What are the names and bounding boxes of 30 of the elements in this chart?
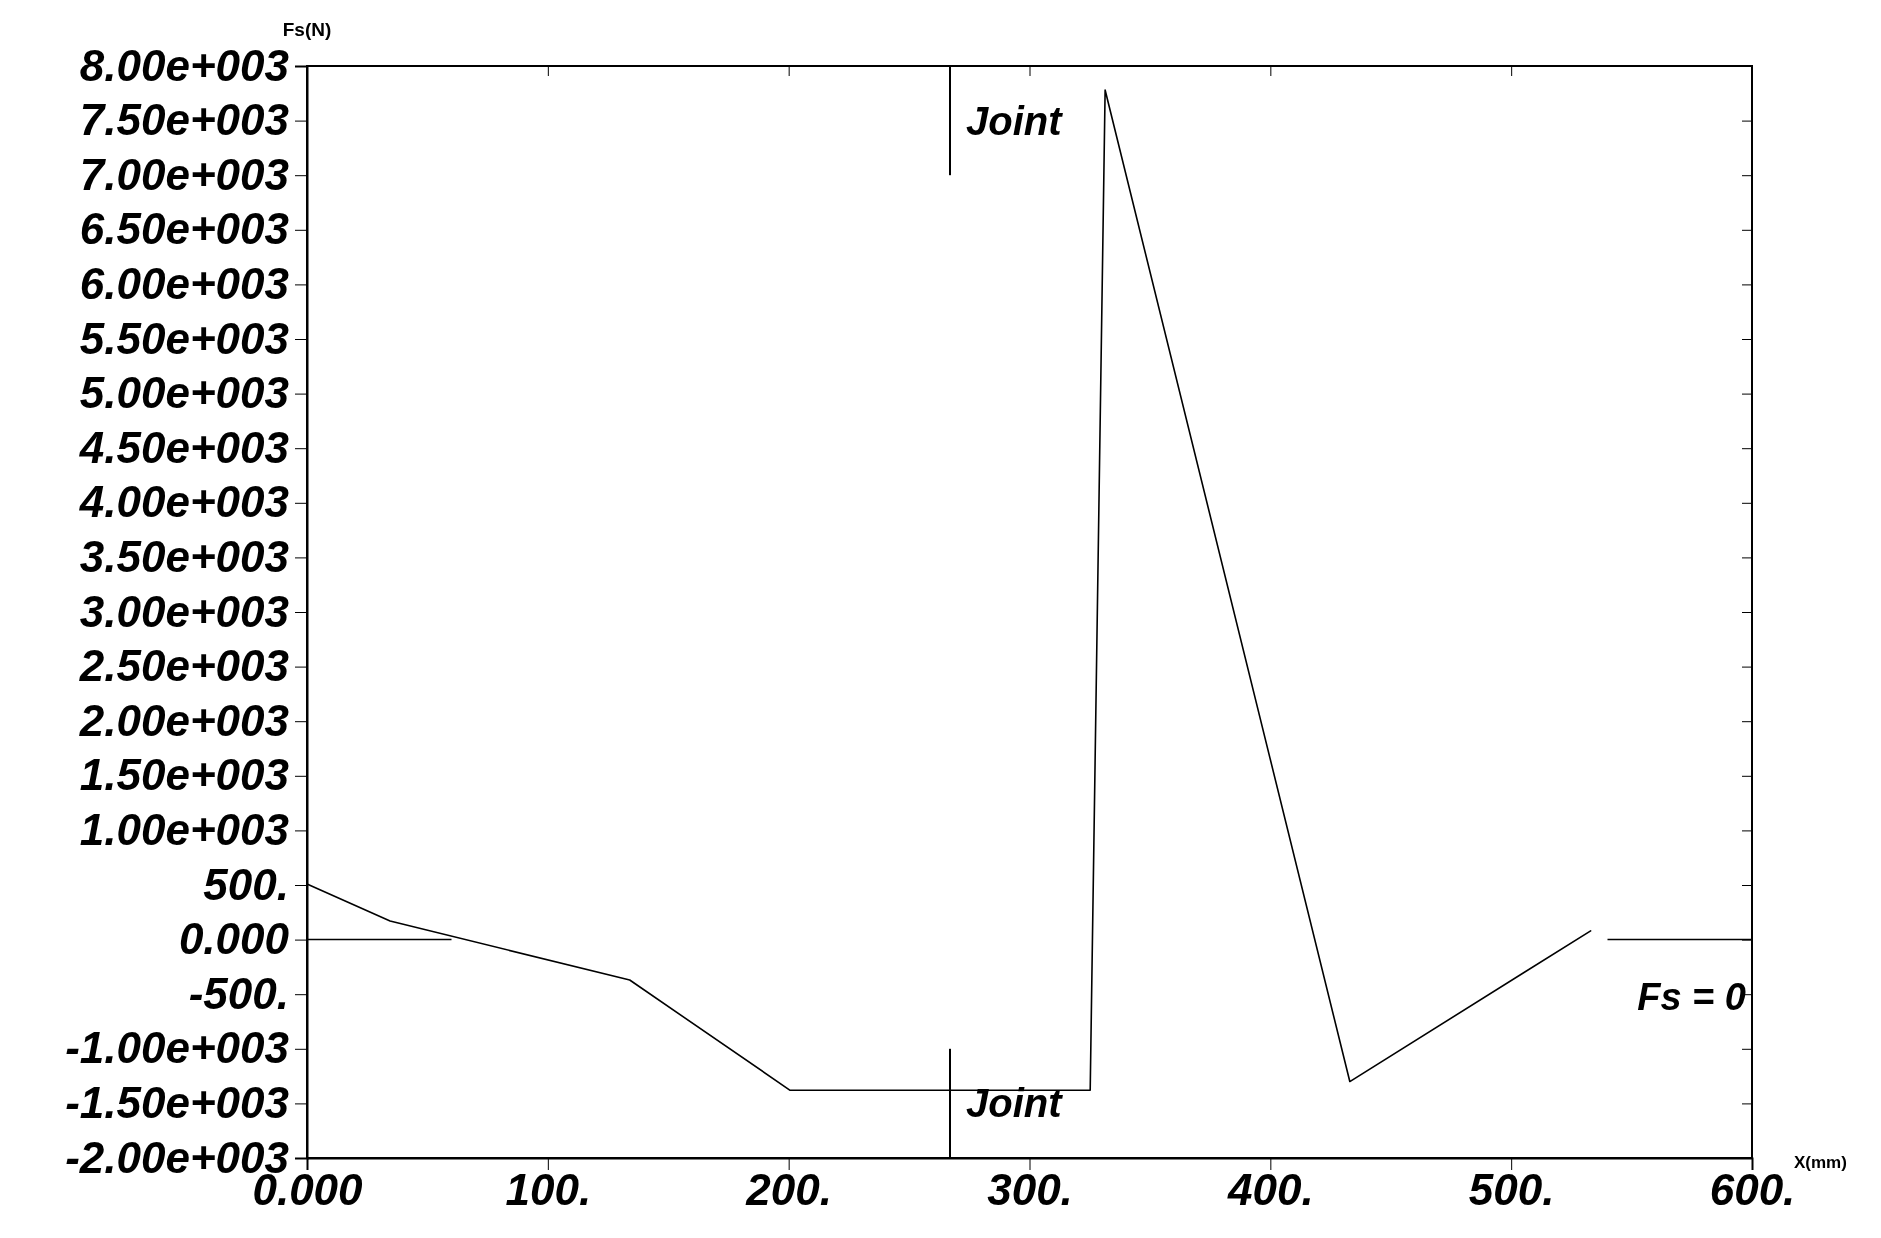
y-axis-title: Fs(N)	[282, 19, 332, 40]
y-tick-label: 6.50e+003	[79, 204, 289, 254]
x-tick-label: 100.	[505, 1165, 592, 1215]
y-tick-label: 3.00e+003	[79, 586, 289, 636]
legend-label: Fs = 0	[1637, 975, 1746, 1018]
y-tick-label: 500.	[203, 859, 289, 909]
ref-line-label: Joint	[966, 98, 1064, 143]
y-tick-label: 3.50e+003	[79, 531, 289, 581]
y-tick-label: -1.50e+003	[65, 1077, 289, 1127]
y-tick-label: 5.00e+003	[79, 368, 289, 418]
y-tick-label: 1.00e+003	[79, 804, 289, 854]
y-tick-label: 6.00e+003	[79, 258, 289, 308]
y-tick-label: -1.00e+003	[65, 1023, 289, 1073]
y-tick-label: 7.50e+003	[79, 95, 289, 145]
y-tick-label: 2.00e+003	[78, 695, 289, 745]
y-tick-label: 2.50e+003	[78, 641, 289, 691]
x-tick-label: 200.	[745, 1165, 832, 1215]
y-tick-label: 1.50e+003	[79, 750, 289, 800]
x-axis-title: X(mm)	[1794, 1153, 1847, 1172]
x-tick-label: 300.	[987, 1165, 1073, 1215]
y-tick-label: 0.000	[178, 914, 290, 964]
x-tick-label: 500.	[1468, 1165, 1555, 1215]
y-tick-label: 5.50e+003	[79, 313, 289, 363]
y-tick-label: 4.00e+003	[78, 477, 289, 527]
y-tick-label: -500.	[188, 968, 289, 1018]
x-tick-label: 400.	[1227, 1165, 1314, 1215]
y-tick-label: 7.00e+003	[79, 149, 289, 199]
y-tick-label: 8.00e+003	[79, 40, 289, 90]
y-tick-label: 4.50e+003	[78, 422, 289, 472]
text: Joint	[966, 1081, 1062, 1126]
